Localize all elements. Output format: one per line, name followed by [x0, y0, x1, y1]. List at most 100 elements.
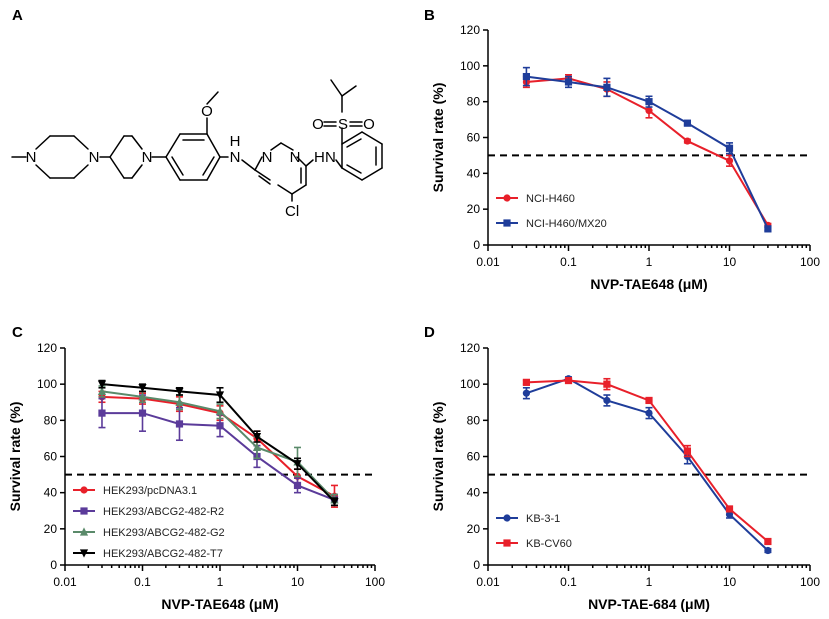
x-tick-label: 0.01 [53, 575, 77, 589]
y-tick-label: 20 [44, 522, 58, 536]
legend-marker [79, 549, 89, 558]
y-axis-title: Survival rate (%) [430, 83, 446, 193]
y-tick-label: 0 [473, 558, 480, 572]
atom-label: O [363, 116, 375, 133]
y-tick-label: 120 [460, 23, 480, 37]
atom-label: S [338, 116, 348, 133]
data-point [522, 72, 531, 81]
data-point [293, 460, 302, 469]
x-tick-label: 100 [800, 575, 820, 589]
data-point [97, 386, 107, 395]
data-point [683, 119, 692, 127]
series-line [526, 377, 769, 552]
data-point [764, 537, 772, 546]
legend-entry: NCI-H460/MX20 [496, 218, 607, 230]
y-tick-label: 100 [460, 59, 480, 73]
y-axis-title: Survival rate (%) [7, 402, 23, 512]
legend-label: HEK293/ABCG2-482-R2 [103, 506, 224, 518]
atom-label: O [201, 103, 213, 120]
data-point [683, 447, 692, 455]
y-tick-label: 100 [460, 377, 480, 391]
y-axis-title: Survival rate (%) [430, 402, 446, 512]
chemical-structure: N N N O N N H N H N S O O Cl [11, 79, 383, 220]
chart-panel-c: 0 20 40 60 80 100 120 0.01 0.1 1 10 100 NVP-TAE648 (… [7, 341, 385, 612]
legend-label: KB-CV60 [526, 538, 572, 550]
series-NCI-H460 [522, 73, 772, 229]
atom-label: Cl [285, 203, 299, 220]
data-point [603, 396, 611, 405]
legend-marker [80, 486, 88, 494]
x-tick-label: 10 [723, 575, 737, 589]
legend-marker [503, 219, 511, 227]
y-tick-label: 40 [44, 486, 58, 500]
legend-entry: HEK293/pcDNA3.1 [73, 485, 197, 497]
data-point [725, 144, 734, 152]
y-tick-label: 0 [50, 558, 57, 572]
y-tick-label: 60 [467, 131, 481, 145]
y-tick-label: 120 [37, 341, 57, 355]
legend-marker [80, 507, 88, 515]
y-tick-label: 80 [44, 413, 58, 427]
x-axis-title: NVP-TAE648 (μM) [161, 596, 278, 612]
data-point [215, 406, 225, 415]
data-point [175, 387, 184, 396]
data-point [725, 157, 734, 165]
panel-letter-d: D [424, 324, 435, 341]
data-point [252, 442, 262, 452]
atom-label: N [26, 149, 37, 166]
data-point [293, 481, 302, 490]
data-point [175, 397, 184, 406]
data-point [216, 422, 224, 430]
y-tick-label: 80 [467, 413, 481, 427]
atom-label: N [230, 149, 241, 166]
data-point [564, 78, 573, 86]
legend-label: HEK293/ABCG2-482-G2 [103, 527, 225, 539]
data-point [215, 391, 225, 400]
x-tick-label: 0.01 [476, 575, 500, 589]
data-point [252, 433, 262, 442]
data-point [764, 225, 772, 233]
legend-marker [79, 527, 89, 536]
y-tick-label: 100 [37, 377, 57, 391]
legend-entry: HEK293/ABCG2-482-T7 [73, 548, 223, 560]
data-point [645, 98, 653, 106]
data-point [98, 409, 106, 417]
x-tick-label: 1 [646, 255, 653, 269]
x-tick-label: 100 [800, 255, 820, 269]
data-point [564, 376, 573, 385]
legend-marker [503, 194, 511, 202]
data-point [522, 378, 531, 386]
legend-label: HEK293/pcDNA3.1 [103, 485, 197, 497]
series-HEK293/ABCG2-482-T7 [97, 379, 339, 507]
y-tick-label: 20 [467, 522, 481, 536]
x-tick-label: 100 [365, 575, 385, 589]
y-tick-label: 40 [467, 166, 481, 180]
x-tick-label: 0.1 [134, 575, 151, 589]
data-point [175, 420, 184, 428]
data-point [97, 380, 107, 389]
atom-label: N [325, 149, 336, 166]
data-point [645, 396, 653, 405]
atom-label: H [230, 133, 241, 150]
y-tick-label: 60 [44, 450, 58, 464]
x-tick-label: 0.1 [560, 255, 577, 269]
legend-entry: HEK293/ABCG2-482-G2 [73, 527, 225, 539]
x-axis-title: NVP-TAE-684 (μM) [588, 596, 710, 612]
y-tick-label: 60 [467, 450, 481, 464]
data-point [683, 137, 692, 145]
data-point [725, 505, 734, 513]
chart-panel-d: 0 20 40 60 80 100 120 0.01 0.1 1 10 100 NVP-TAE-684 … [430, 341, 820, 612]
series-KB-CV60 [522, 376, 772, 546]
data-point [138, 392, 147, 401]
legend-label: NCI-H460/MX20 [526, 218, 607, 230]
data-point [138, 409, 147, 417]
data-point [330, 498, 339, 507]
structure-bonds [11, 79, 383, 202]
x-tick-label: 10 [723, 255, 737, 269]
data-point [603, 83, 611, 91]
legend-label: KB-3-1 [526, 513, 560, 525]
atom-label: N [142, 149, 153, 166]
data-point [522, 389, 531, 397]
data-point [645, 409, 653, 417]
data-point [764, 546, 772, 555]
